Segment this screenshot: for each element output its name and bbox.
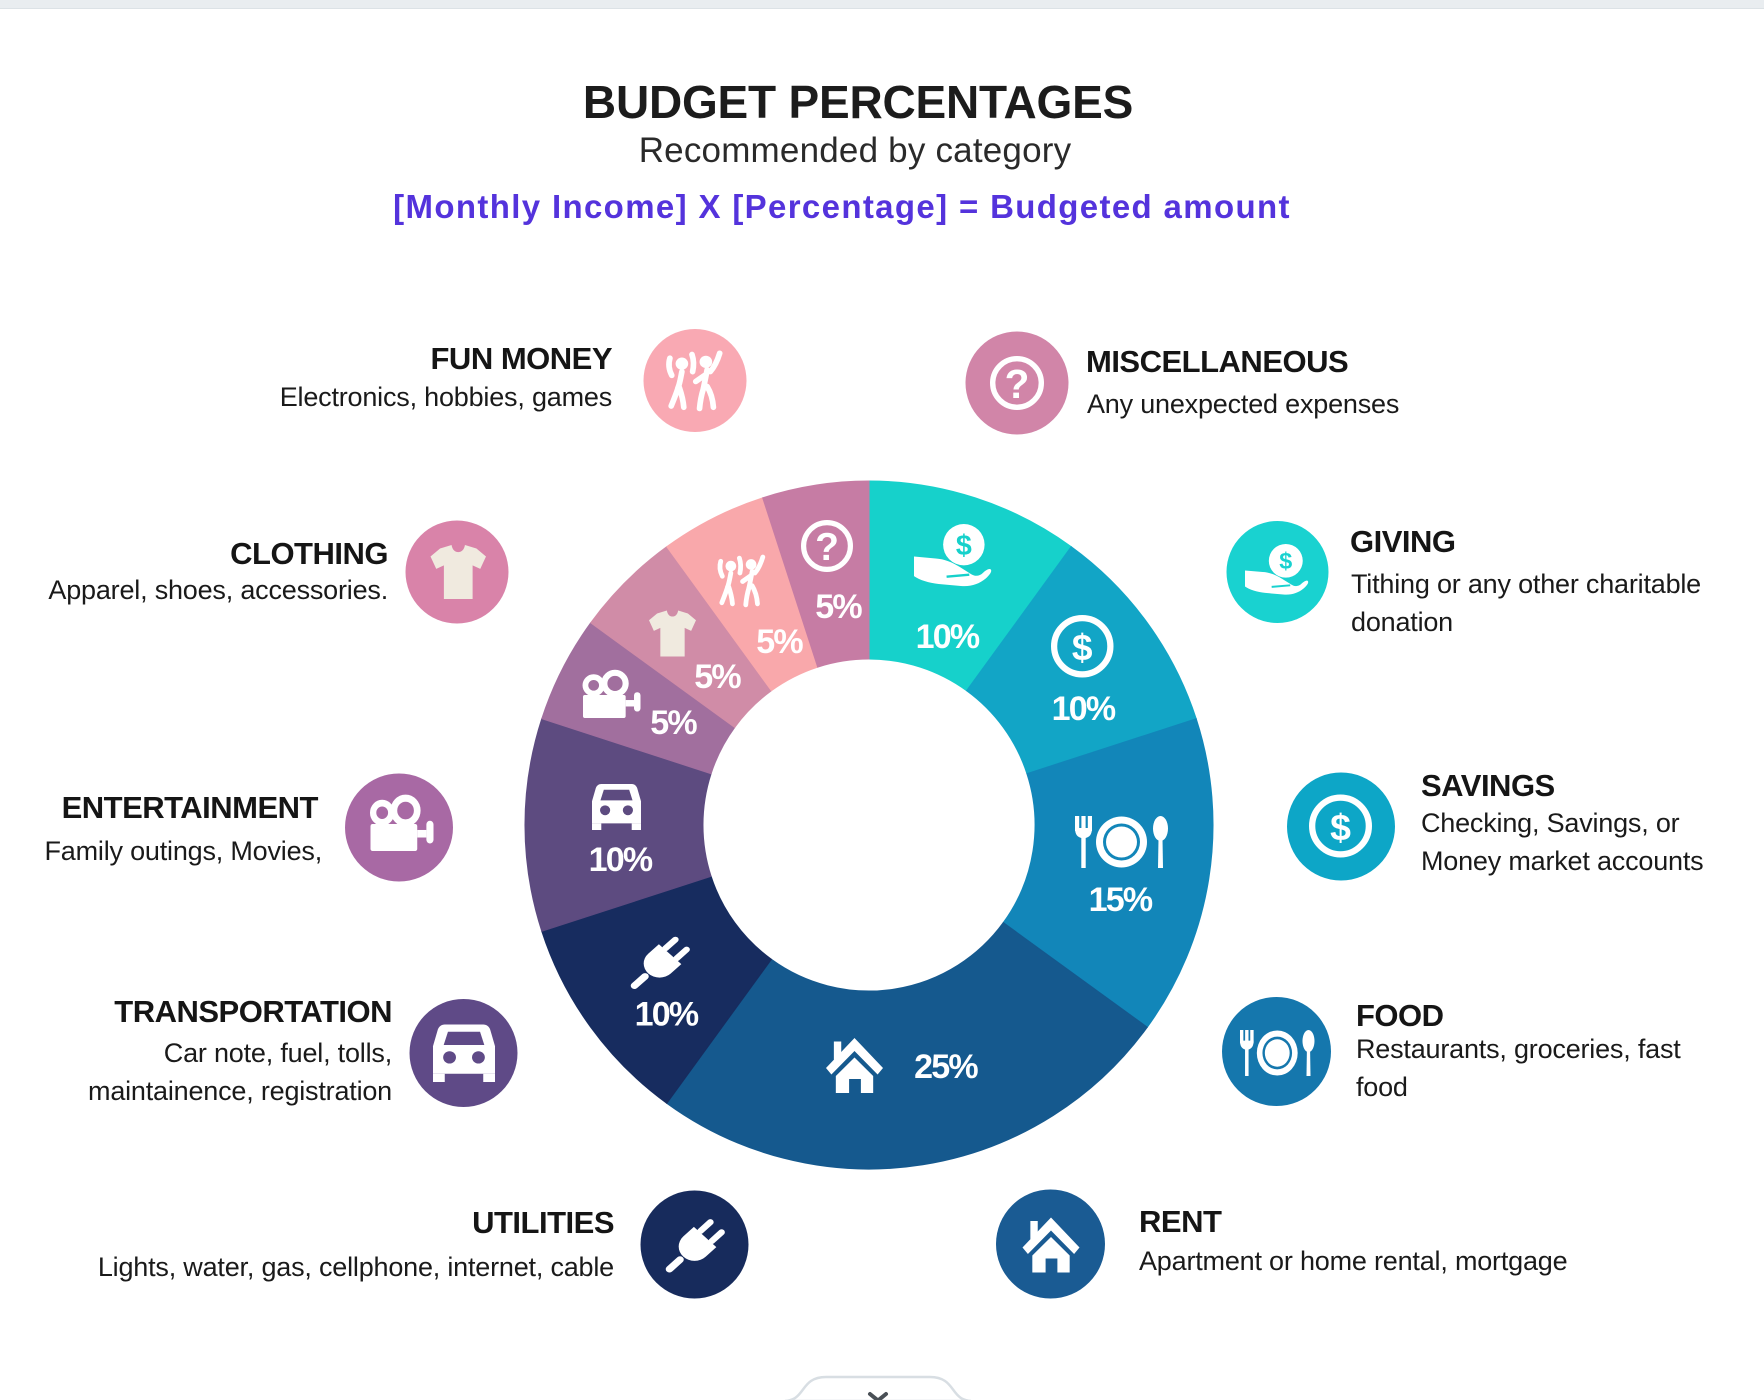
svg-text:$: $: [1279, 548, 1292, 574]
svg-text:5%: 5%: [815, 588, 862, 626]
svg-text:15%: 15%: [1089, 881, 1153, 919]
svg-text:5%: 5%: [650, 704, 697, 742]
svg-text:10%: 10%: [916, 618, 980, 656]
svg-text:5%: 5%: [756, 623, 803, 661]
svg-text:$: $: [1072, 626, 1093, 668]
svg-text:10%: 10%: [1052, 690, 1116, 728]
svg-text:10%: 10%: [635, 996, 699, 1034]
svg-text:25%: 25%: [914, 1048, 978, 1086]
svg-text:?: ?: [815, 526, 839, 569]
svg-text:10%: 10%: [589, 841, 653, 879]
svg-text:$: $: [1330, 806, 1351, 848]
svg-text:?: ?: [1005, 361, 1030, 407]
svg-text:5%: 5%: [694, 658, 741, 696]
svg-text:$: $: [956, 530, 972, 562]
